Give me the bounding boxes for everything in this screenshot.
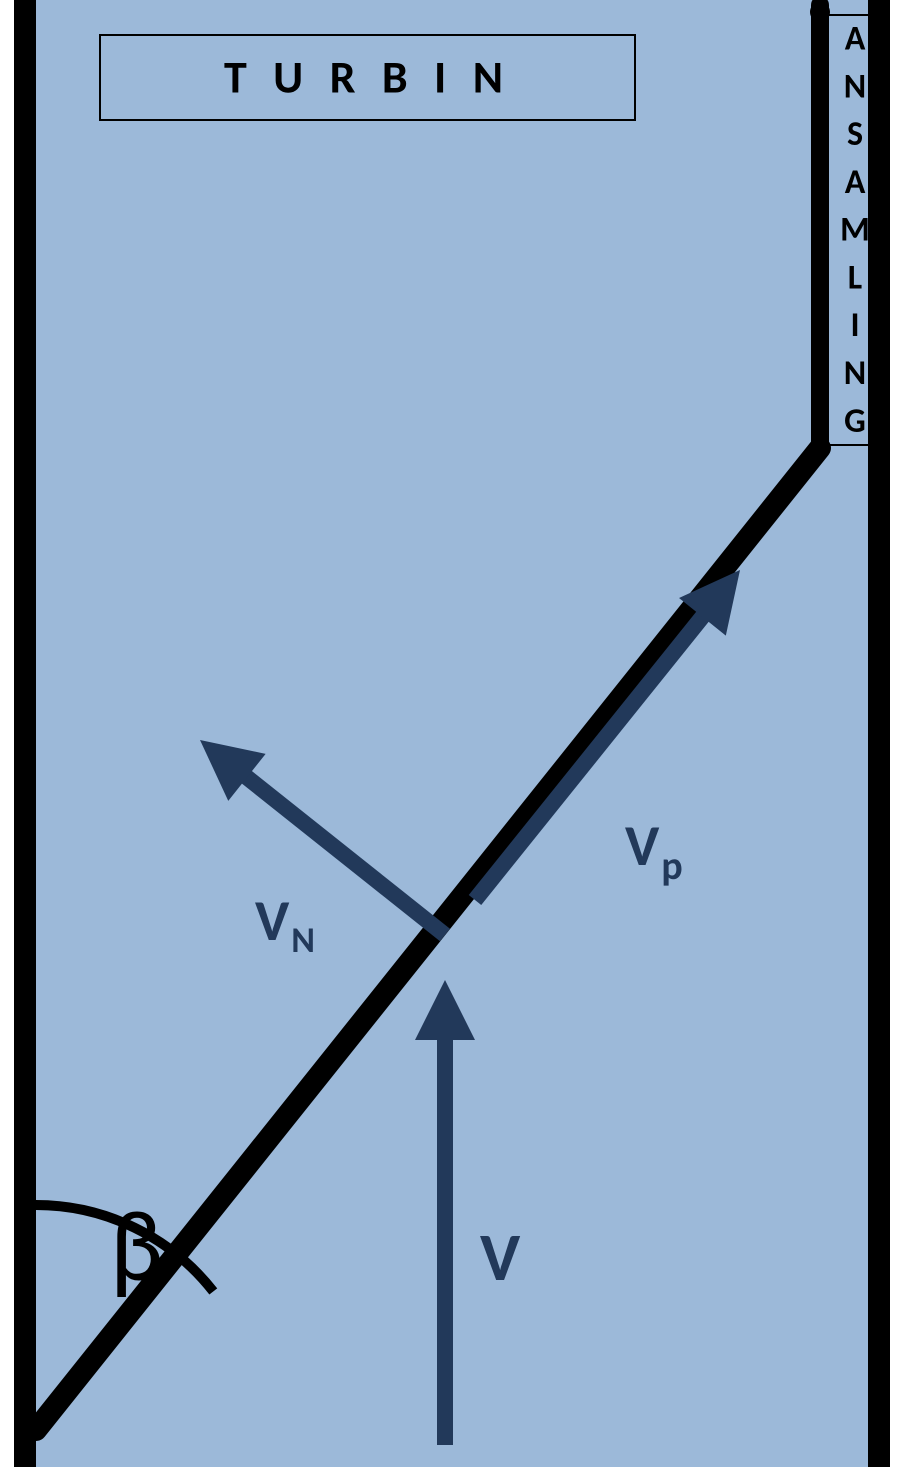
ansamling-letter-7: N — [844, 353, 866, 394]
ansamling-letter-0: A — [845, 19, 866, 60]
vertical-dot — [810, 2, 830, 22]
ansamling-letter-8: G — [844, 401, 866, 442]
ansamling-letter-2: S — [847, 114, 863, 155]
turbin-label: T U R B I N — [224, 50, 511, 106]
label-v: V — [480, 1216, 521, 1299]
ansamling-letter-1: N — [844, 66, 866, 107]
ansamling-letter-4: M — [840, 210, 870, 251]
beta-label: β — [110, 1185, 163, 1307]
ansamling-letter-5: L — [848, 257, 862, 298]
ansamling-letter-6: I — [850, 305, 859, 346]
ansamling-letter-3: A — [845, 162, 866, 203]
